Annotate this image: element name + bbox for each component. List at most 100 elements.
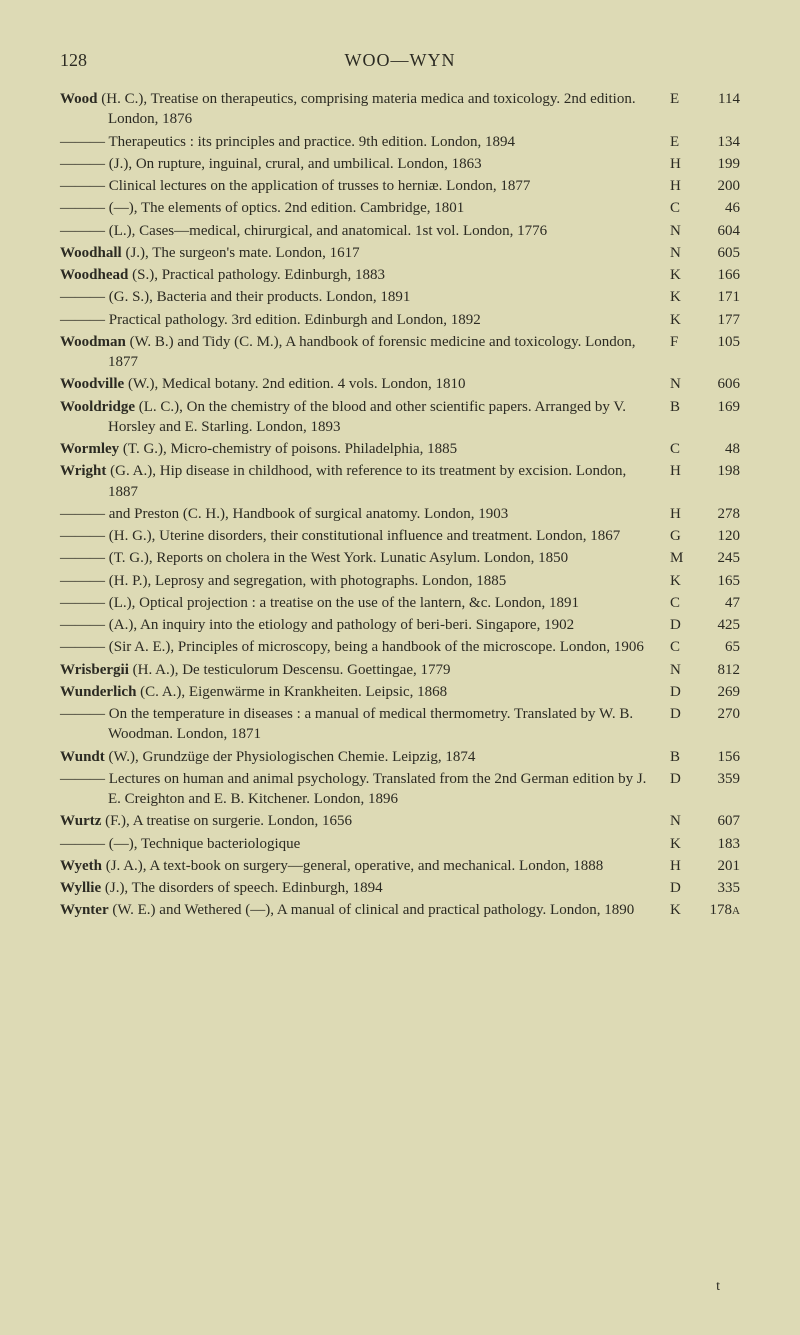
code-number: 605 — [696, 243, 740, 263]
entry-text: Wrisbergii (H. A.), De testiculorum Desc… — [60, 660, 670, 680]
entry-text: ——— (L.), Cases—medical, chirurgical, an… — [60, 221, 670, 241]
catalogue-entry: Wright (G. A.), Hip disease in childhood… — [60, 461, 740, 502]
code-number: 201 — [696, 856, 740, 876]
entry-code: D270 — [670, 704, 740, 724]
entry-text: Wormley (T. G.), Micro-chemistry of pois… — [60, 439, 670, 459]
code-number: 48 — [696, 439, 740, 459]
entry-body: (W. E.) and Wethered (—), A manual of cl… — [109, 902, 635, 918]
entry-body: (T. G.), Micro-chemistry of poisons. Phi… — [119, 441, 457, 457]
entry-text: ——— (L.), Optical projection : a treatis… — [60, 593, 670, 613]
catalogue-entry: ——— (G. S.), Bacteria and their products… — [60, 287, 740, 307]
entry-code: K177 — [670, 310, 740, 330]
catalogue-entry: ——— (J.), On rupture, inguinal, crural, … — [60, 154, 740, 174]
entry-body: (W. B.) and Tidy (C. M.), A handbook of … — [108, 334, 636, 370]
code-number: 171 — [696, 287, 740, 307]
entry-text: Wooldridge (L. C.), On the chemistry of … — [60, 397, 670, 438]
entry-code: E134 — [670, 132, 740, 152]
code-number: 177 — [696, 310, 740, 330]
catalogue-entry: ——— (—), Technique bacteriologique K183 — [60, 834, 740, 854]
entry-body: ——— (H. G.), Uterine disorders, their co… — [60, 528, 620, 544]
code-number: 165 — [696, 571, 740, 591]
entry-code: K178A — [670, 900, 740, 920]
entry-text: Wundt (W.), Grundzüge der Physiologische… — [60, 747, 670, 767]
code-letter: C — [670, 593, 688, 613]
catalogue-entry: Woodman (W. B.) and Tidy (C. M.), A hand… — [60, 332, 740, 373]
code-number: 47 — [696, 593, 740, 613]
entry-code: K171 — [670, 287, 740, 307]
entry-text: ——— Clinical lectures on the application… — [60, 176, 670, 196]
code-letter: H — [670, 176, 688, 196]
entry-text: Wright (G. A.), Hip disease in childhood… — [60, 461, 670, 502]
code-number: 156 — [696, 747, 740, 767]
entry-body: ——— (J.), On rupture, inguinal, crural, … — [60, 156, 482, 172]
code-number: 200 — [696, 176, 740, 196]
entry-text: Woodhall (J.), The surgeon's mate. Londo… — [60, 243, 670, 263]
code-letter: H — [670, 504, 688, 524]
entry-code: M245 — [670, 548, 740, 568]
catalogue-entry: ——— and Preston (C. H.), Handbook of sur… — [60, 504, 740, 524]
running-head: WOO—WYN — [100, 50, 700, 71]
code-letter: D — [670, 769, 688, 789]
catalogue-entry: ——— Therapeutics : its principles and pr… — [60, 132, 740, 152]
catalogue-entry: Wyeth (J. A.), A text-book on surgery—ge… — [60, 856, 740, 876]
entry-author: Woodhead — [60, 267, 128, 283]
entry-code: K183 — [670, 834, 740, 854]
catalogue-entry: ——— (Sir A. E.), Principles of microscop… — [60, 637, 740, 657]
entry-author: Wunderlich — [60, 684, 136, 700]
entry-code: E114 — [670, 89, 740, 109]
entry-author: Woodville — [60, 376, 124, 392]
entry-code: H278 — [670, 504, 740, 524]
entry-text: Wunderlich (C. A.), Eigenwärme in Krankh… — [60, 682, 670, 702]
entry-text: Wyeth (J. A.), A text-book on surgery—ge… — [60, 856, 670, 876]
code-letter: K — [670, 834, 688, 854]
entry-text: ——— (T. G.), Reports on cholera in the W… — [60, 548, 670, 568]
catalogue-entry: ——— (H. G.), Uterine disorders, their co… — [60, 526, 740, 546]
catalogue-entry: Wyllie (J.), The disorders of speech. Ed… — [60, 878, 740, 898]
code-number: 65 — [696, 637, 740, 657]
entry-code: D335 — [670, 878, 740, 898]
entry-text: Wyllie (J.), The disorders of speech. Ed… — [60, 878, 670, 898]
entry-author: Wyllie — [60, 880, 101, 896]
code-letter: B — [670, 397, 688, 417]
entry-author: Wundt — [60, 749, 105, 765]
code-letter: D — [670, 615, 688, 635]
entry-author: Wooldridge — [60, 399, 135, 415]
entry-text: ——— Lectures on human and animal psychol… — [60, 769, 670, 810]
catalogue-entry: ——— Clinical lectures on the application… — [60, 176, 740, 196]
entry-author: Woodhall — [60, 245, 122, 261]
code-number: 606 — [696, 374, 740, 394]
catalogue-entry: Wurtz (F.), A treatise on surgerie. Lond… — [60, 811, 740, 831]
entry-author: Wormley — [60, 441, 119, 457]
code-letter: K — [670, 265, 688, 285]
code-number: 198 — [696, 461, 740, 481]
entry-body: (G. A.), Hip disease in childhood, with … — [106, 463, 626, 499]
code-letter: H — [670, 154, 688, 174]
code-number: 169 — [696, 397, 740, 417]
signature-mark: t — [716, 1279, 720, 1295]
entry-body: ——— (L.), Cases—medical, chirurgical, an… — [60, 223, 547, 239]
catalogue-entry: ——— Lectures on human and animal psychol… — [60, 769, 740, 810]
entry-body: ——— (—), The elements of optics. 2nd edi… — [60, 200, 464, 216]
entry-body: (C. A.), Eigenwärme in Krankheiten. Leip… — [136, 684, 447, 700]
entry-code: F105 — [670, 332, 740, 352]
code-number: 335 — [696, 878, 740, 898]
entry-body: ——— and Preston (C. H.), Handbook of sur… — [60, 506, 508, 522]
catalogue-entry: Wood (H. C.), Treatise on therapeutics, … — [60, 89, 740, 130]
entry-code: K165 — [670, 571, 740, 591]
entry-body: ——— Lectures on human and animal psychol… — [60, 771, 646, 807]
entry-text: Woodhead (S.), Practical pathology. Edin… — [60, 265, 670, 285]
catalogue-entry: Wunderlich (C. A.), Eigenwärme in Krankh… — [60, 682, 740, 702]
code-number: 120 — [696, 526, 740, 546]
code-letter: B — [670, 747, 688, 767]
catalogue-entry: ——— (A.), An inquiry into the etiology a… — [60, 615, 740, 635]
code-letter: N — [670, 811, 688, 831]
entry-text: ——— (H. P.), Leprosy and segregation, wi… — [60, 571, 670, 591]
entry-body: ——— (—), Technique bacteriologique — [60, 836, 300, 852]
entry-body: (F.), A treatise on surgerie. London, 16… — [101, 813, 352, 829]
code-number: 245 — [696, 548, 740, 568]
entry-text: Wood (H. C.), Treatise on therapeutics, … — [60, 89, 670, 130]
catalogue-entry: Wooldridge (L. C.), On the chemistry of … — [60, 397, 740, 438]
code-letter: K — [670, 900, 688, 920]
entry-code: D269 — [670, 682, 740, 702]
code-number: 166 — [696, 265, 740, 285]
